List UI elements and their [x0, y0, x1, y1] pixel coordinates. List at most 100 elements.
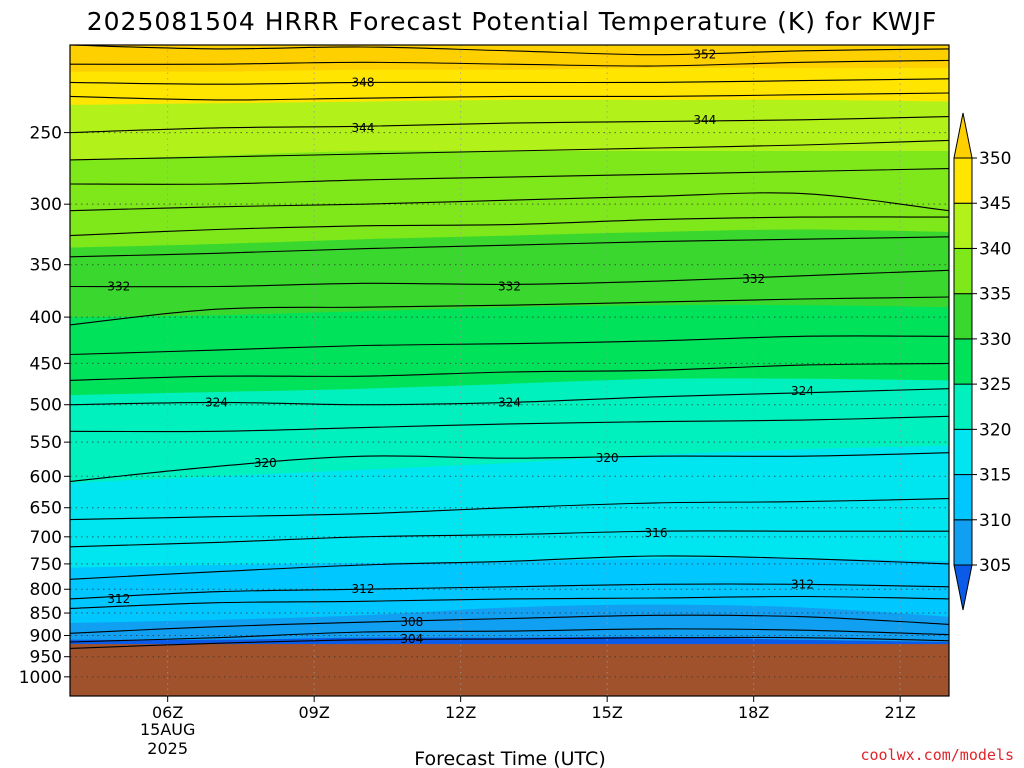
- colorbar-label: 340: [979, 239, 1011, 259]
- contour-label: 344: [352, 121, 375, 135]
- contour-346: [69, 92, 950, 101]
- contour-label: 320: [254, 456, 277, 470]
- contour-340: [69, 168, 950, 185]
- y-tick-label: 950: [30, 648, 62, 668]
- y-tick-label: 500: [30, 396, 62, 416]
- contour-318: [69, 498, 950, 521]
- chart-title: 2025081504 HRRR Forecast Potential Tempe…: [87, 7, 938, 36]
- contour-label: 312: [352, 582, 375, 596]
- contour-324: [69, 388, 950, 406]
- contour-label: 320: [596, 451, 619, 465]
- x-tick-label: 09Z: [299, 703, 330, 722]
- colorbar-extend-high: [953, 112, 973, 159]
- colorbar-label: 305: [979, 556, 1011, 576]
- contour-328: [69, 335, 950, 356]
- x-tick-label: 21Z: [885, 703, 916, 722]
- contour-label: 308: [400, 615, 423, 629]
- colorbar-segment: [953, 519, 973, 566]
- colorbar-label: 315: [979, 466, 1011, 486]
- contour-320: [69, 452, 950, 483]
- y-tick-label: 350: [30, 256, 62, 276]
- contour-336: [69, 216, 950, 237]
- contour-312: [69, 583, 950, 600]
- terrain: [70, 644, 949, 696]
- contour-304: [69, 636, 950, 649]
- x-tick-label: 15Z: [592, 703, 623, 722]
- contour-314: [69, 555, 950, 580]
- colorbar-label: 330: [979, 330, 1011, 350]
- y-tick-label: 700: [30, 528, 62, 548]
- contour-322: [69, 415, 950, 433]
- contour-labels: 352 348 344 344 332 332 332 324 324 324 320 320 316 3…: [107, 48, 814, 646]
- x-axis: 06Z 09Z 12Z 15Z 18Z 21Z: [152, 696, 916, 722]
- y-tick-label: 400: [30, 308, 62, 328]
- y-tick-label: 800: [30, 580, 62, 600]
- contour-350: [69, 59, 950, 67]
- colorbar: 305 310 315 320 325 330 335 340 345 350: [953, 112, 1011, 611]
- x-date-month: 15AUG: [140, 720, 195, 739]
- contour-316: [69, 530, 949, 548]
- colorbar-segment: [953, 338, 973, 385]
- contour-label: 312: [107, 592, 130, 606]
- contour-342: [69, 139, 950, 161]
- contour-label: 304: [400, 632, 423, 646]
- contour-label: 344: [693, 113, 716, 127]
- colorbar-segment: [953, 202, 973, 249]
- contour-label: 316: [645, 526, 668, 540]
- contour-348: [69, 78, 950, 85]
- y-tick-label: 900: [30, 626, 62, 646]
- contour-label: 324: [498, 395, 521, 409]
- x-tick-label: 12Z: [445, 703, 476, 722]
- contour-lines: [69, 44, 950, 649]
- x-axis-label: Forecast Time (UTC): [414, 748, 605, 768]
- y-tick-label: 600: [30, 467, 62, 487]
- colorbar-label: 350: [979, 149, 1011, 169]
- colorbar-label: 310: [979, 511, 1011, 531]
- contour-352: [69, 44, 950, 56]
- colorbar-segment: [953, 428, 973, 476]
- y-axis: 2503003504004505005506006507007508008509…: [19, 124, 70, 688]
- colorbar-label: 320: [979, 420, 1011, 440]
- colorbar-segment: [953, 383, 973, 430]
- x-date-year: 2025: [147, 739, 188, 758]
- y-tick-label: 300: [30, 195, 62, 215]
- y-tick-label: 1000: [19, 668, 62, 688]
- x-tick-label: 18Z: [738, 703, 769, 722]
- colorbar-segment: [953, 157, 973, 204]
- colorbar-label: 325: [979, 375, 1011, 395]
- contour-332: [69, 269, 950, 288]
- contour-334: [69, 236, 950, 258]
- y-tick-label: 250: [30, 124, 62, 144]
- y-tick-label: 650: [30, 499, 62, 519]
- contour-326: [69, 362, 950, 381]
- contour-344: [69, 116, 950, 134]
- y-tick-label: 750: [30, 555, 62, 575]
- colorbar-label: 335: [979, 285, 1011, 305]
- y-tick-label: 450: [30, 354, 62, 374]
- terrain-fill: [70, 644, 949, 696]
- contour-308: [69, 614, 950, 634]
- y-tick-label: 850: [30, 604, 62, 624]
- colorbar-segment: [953, 247, 973, 295]
- contour-label: 348: [352, 75, 375, 89]
- contour-label: 332: [742, 272, 765, 286]
- contour-338: [69, 192, 950, 212]
- colorbar-extend-low: [953, 564, 973, 611]
- contour-label: 332: [107, 280, 130, 294]
- plot-frame: [69, 44, 950, 697]
- contour-306: [69, 628, 950, 643]
- colorbar-segment: [953, 293, 973, 340]
- fill-bands: [70, 45, 949, 697]
- colorbar-segment: [953, 474, 973, 521]
- contour-label: 352: [693, 48, 716, 62]
- y-tick-label: 550: [30, 433, 62, 453]
- contour-label: 324: [791, 384, 814, 398]
- credit-text: coolwx.com/models: [860, 746, 1014, 764]
- colorbar-label: 345: [979, 194, 1011, 214]
- contour-label: 332: [498, 280, 521, 294]
- contour-330: [69, 296, 950, 326]
- contour-310: [69, 595, 950, 609]
- contour-label: 324: [205, 395, 228, 409]
- contour-label: 312: [791, 577, 814, 591]
